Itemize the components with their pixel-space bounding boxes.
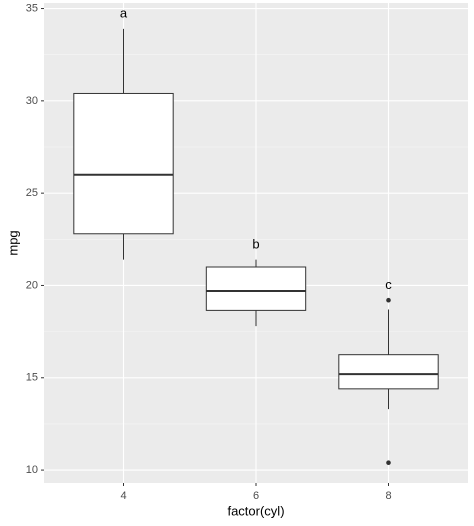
box xyxy=(73,92,174,235)
annotation: a xyxy=(120,6,128,21)
y-tick-label: 10 xyxy=(26,464,38,476)
x-tick-label: 4 xyxy=(120,490,126,502)
outlier xyxy=(386,460,391,465)
annotation: b xyxy=(252,236,259,251)
y-tick-label: 35 xyxy=(26,2,38,14)
x-axis-title: factor(cyl) xyxy=(227,503,284,518)
outlier xyxy=(386,297,391,303)
y-axis-title: mpg xyxy=(5,230,20,255)
x-tick-label: 8 xyxy=(385,490,391,502)
y-tick-label: 20 xyxy=(26,279,38,291)
box xyxy=(205,266,307,311)
y-tick-label: 25 xyxy=(26,187,38,199)
y-tick-label: 15 xyxy=(26,372,38,384)
y-tick-label: 30 xyxy=(26,95,38,107)
box xyxy=(338,354,439,390)
annotation: c xyxy=(385,277,392,292)
x-tick-label: 6 xyxy=(253,490,259,502)
